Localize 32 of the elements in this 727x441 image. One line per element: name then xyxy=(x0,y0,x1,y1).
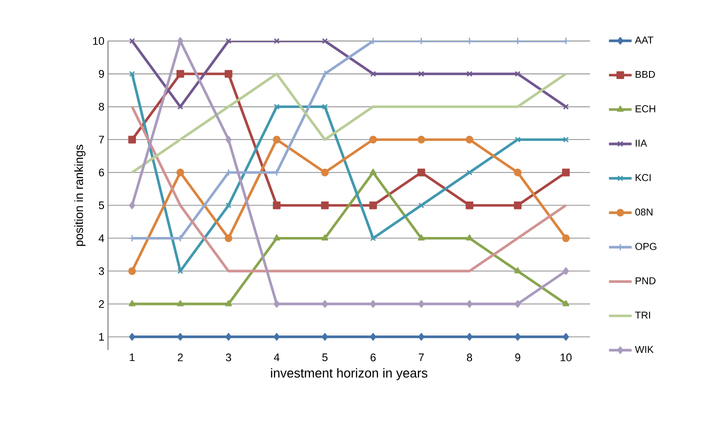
x-tick-label: 9 xyxy=(515,354,520,362)
legend-label: BBD xyxy=(636,70,655,78)
y-tick-label: 4 xyxy=(98,234,104,242)
y-tick-label: 3 xyxy=(98,267,104,275)
legend-label: KCI xyxy=(636,174,651,182)
y-tick-label: 7 xyxy=(98,136,104,144)
legend-label: OPG xyxy=(635,242,656,250)
y-tick-label: 9 xyxy=(98,70,104,78)
legend-label: AAT xyxy=(634,36,654,44)
y-tick-label: 2 xyxy=(98,300,104,308)
legend-label: TRI xyxy=(635,312,650,319)
y-tick-label: 6 xyxy=(98,168,104,176)
y-tick-label: 5 xyxy=(98,202,104,210)
legend-label: WIK xyxy=(634,346,654,353)
x-tick-label: 3 xyxy=(226,354,232,362)
x-tick-label: 1 xyxy=(130,354,135,362)
x-tick-label: 8 xyxy=(466,354,472,362)
x-tick-label: 5 xyxy=(322,354,328,362)
legend-label: ECH xyxy=(636,105,656,112)
legend-label: 08N xyxy=(635,208,652,216)
y-tick-label: 1 xyxy=(99,333,104,341)
x-tick-label: 10 xyxy=(560,354,572,362)
x-axis-title: investment horizon in years xyxy=(271,368,428,380)
x-tick-label: 4 xyxy=(274,354,280,362)
x-tick-label: 7 xyxy=(418,354,424,362)
x-tick-label: 6 xyxy=(370,354,376,362)
legend-label: PND xyxy=(636,277,656,284)
y-tick-label: 10 xyxy=(93,37,104,45)
x-tick-label: 2 xyxy=(178,354,183,362)
y-axis-title: position in rankings xyxy=(74,144,86,246)
legend-label: IIA xyxy=(636,140,648,147)
y-tick-label: 8 xyxy=(98,102,104,111)
